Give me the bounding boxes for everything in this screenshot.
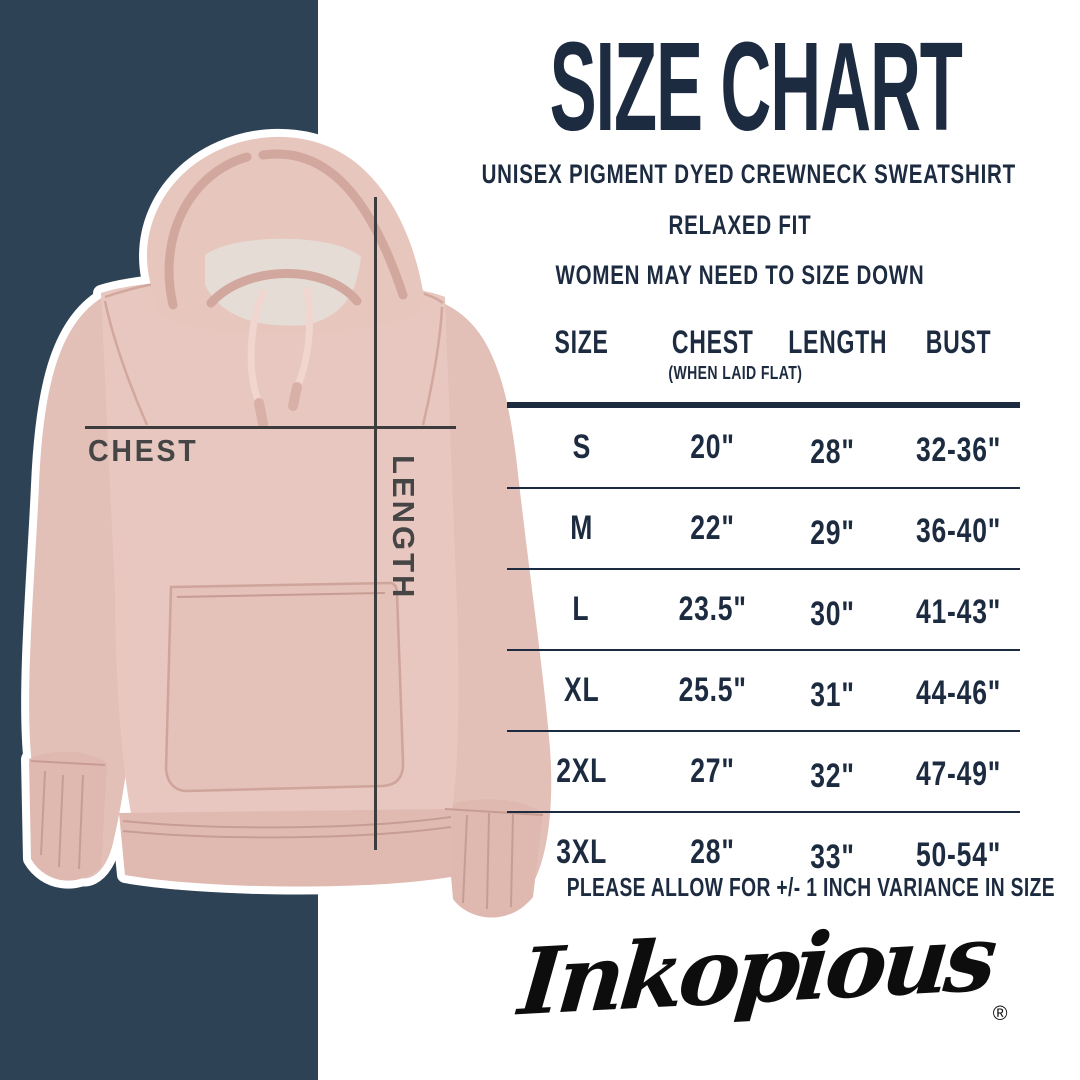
chest-cell: 22"	[655, 488, 769, 570]
bust-value: 47-49"	[915, 755, 1001, 793]
size-value: 2XL	[555, 752, 607, 790]
size-cell: XL	[507, 650, 656, 732]
brand-logo-text: Inkopious	[515, 903, 997, 1037]
chest-value: 20"	[689, 428, 735, 466]
bust-value: 32-36"	[915, 431, 1001, 469]
table-row: L 23.5" 30" 41-43"	[507, 569, 1020, 651]
length-value: 28"	[810, 433, 855, 471]
size-value: 3XL	[555, 833, 607, 871]
hoodie-body-art	[29, 136, 552, 918]
size-table: SIZE CHEST (WHEN LAID FLAT) LENGTH BUST …	[507, 318, 1020, 892]
chest-value: 23.5"	[678, 590, 747, 628]
registered-trademark-icon: ®	[992, 1003, 1008, 1025]
chest-cell: 23.5"	[655, 569, 769, 651]
column-header-length: LENGTH	[768, 318, 897, 408]
chest-cell: 27"	[655, 731, 769, 813]
length-cell: 30"	[768, 569, 897, 651]
length-value: 29"	[810, 514, 855, 552]
bust-value: 50-54"	[915, 836, 1001, 874]
hood-inner-lining	[205, 238, 361, 326]
length-measure-line	[374, 197, 377, 850]
hood-drawstrings	[247, 287, 314, 429]
length-cell: 31"	[768, 650, 897, 732]
size-cell: 3XL	[507, 812, 656, 892]
length-value: 30"	[810, 595, 855, 633]
subtitle-product: UNISEX PIGMENT DYED CREWNECK SWEATSHIRT	[481, 159, 1016, 189]
size-table-header-row: SIZE CHEST (WHEN LAID FLAT) LENGTH BUST	[507, 318, 1020, 408]
column-header-chest: CHEST (WHEN LAID FLAT)	[655, 318, 803, 408]
length-value: 32"	[810, 757, 855, 795]
page-title: SIZE CHART	[549, 16, 963, 157]
column-header-bust: BUST	[896, 318, 1020, 408]
length-cell: 32"	[768, 731, 897, 813]
size-table-body: S 20" 28" 32-36" M 22" 29" 36-40" L 23.5…	[507, 405, 1020, 892]
variance-note: PLEASE ALLOW FOR +/- 1 INCH VARIANCE IN …	[566, 872, 1055, 902]
size-value: S	[572, 428, 591, 466]
size-value: L	[572, 590, 590, 628]
table-row: 3XL 28" 33" 50-54"	[507, 812, 1020, 892]
length-value: 33"	[810, 838, 855, 876]
table-row: M 22" 29" 36-40"	[507, 488, 1020, 570]
length-value: 31"	[810, 676, 855, 714]
chest-value: 28"	[689, 833, 735, 871]
bust-cell: 44-46"	[896, 650, 1020, 732]
table-row: S 20" 28" 32-36"	[507, 405, 1020, 489]
chest-cell: 28"	[656, 812, 769, 892]
chest-value: 27"	[689, 752, 735, 790]
size-cell: M	[507, 488, 656, 570]
chest-cell: 20"	[655, 405, 769, 489]
chest-cell: 25.5"	[655, 650, 769, 732]
length-label: LENGTH	[386, 455, 421, 601]
size-cell: 2XL	[507, 731, 656, 813]
size-cell: S	[507, 405, 656, 489]
size-value: XL	[563, 671, 600, 709]
length-cell: 29"	[768, 488, 897, 570]
brand-logo: Inkopious®	[507, 904, 1020, 1036]
bust-cell: 50-54"	[897, 812, 1020, 892]
hoodie-right-cuff	[445, 799, 543, 918]
subtitle-fit: RELAXED FIT	[668, 210, 812, 240]
length-cell: 33"	[769, 812, 897, 892]
chest-value: 25.5"	[678, 671, 747, 709]
bust-value: 41-43"	[915, 593, 1001, 631]
size-cell: L	[507, 569, 656, 651]
chest-note: (WHEN LAID FLAT)	[668, 363, 803, 383]
table-row: XL 25.5" 31" 44-46"	[507, 650, 1020, 732]
subtitle-sizing-advice: WOMEN MAY NEED TO SIZE DOWN	[555, 260, 925, 290]
hoodie-left-cuff	[29, 751, 107, 881]
size-value: M	[569, 509, 593, 547]
bust-cell: 41-43"	[896, 569, 1020, 651]
bust-cell: 36-40"	[896, 488, 1020, 570]
length-cell: 28"	[768, 405, 897, 489]
hoodie-photo	[21, 128, 560, 926]
column-header-size: SIZE	[507, 318, 656, 408]
chest-value: 22"	[689, 509, 735, 547]
bust-cell: 32-36"	[896, 405, 1020, 489]
bust-value: 44-46"	[915, 674, 1001, 712]
chest-measure-line	[85, 426, 456, 429]
bust-cell: 47-49"	[896, 731, 1020, 813]
bust-value: 36-40"	[915, 512, 1001, 550]
table-row: 2XL 27" 32" 47-49"	[507, 731, 1020, 813]
chest-label: CHEST	[88, 433, 199, 468]
hoodie-hem-band	[119, 809, 453, 887]
hoodie-pocket	[164, 581, 405, 793]
